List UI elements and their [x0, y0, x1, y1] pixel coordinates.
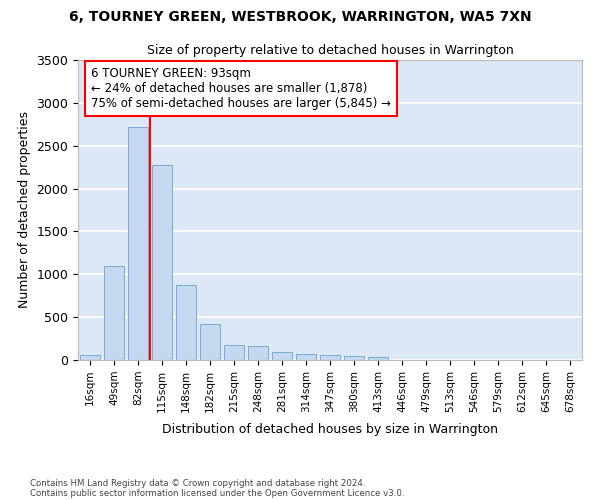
Bar [344, 356, 364, 360]
Bar [368, 358, 388, 360]
Text: Contains HM Land Registry data © Crown copyright and database right 2024.: Contains HM Land Registry data © Crown c… [30, 478, 365, 488]
Bar [248, 346, 268, 360]
Bar [224, 346, 244, 360]
Bar [320, 356, 340, 360]
Bar [152, 164, 172, 360]
Bar [80, 356, 100, 360]
Y-axis label: Number of detached properties: Number of detached properties [18, 112, 31, 308]
Text: 6, TOURNEY GREEN, WESTBROOK, WARRINGTON, WA5 7XN: 6, TOURNEY GREEN, WESTBROOK, WARRINGTON,… [68, 10, 532, 24]
Bar [200, 324, 220, 360]
Bar [176, 284, 196, 360]
Text: 6 TOURNEY GREEN: 93sqm
← 24% of detached houses are smaller (1,878)
75% of semi-: 6 TOURNEY GREEN: 93sqm ← 24% of detached… [91, 67, 391, 110]
Text: Contains public sector information licensed under the Open Government Licence v3: Contains public sector information licen… [30, 488, 404, 498]
Bar [296, 354, 316, 360]
Bar [272, 352, 292, 360]
X-axis label: Distribution of detached houses by size in Warrington: Distribution of detached houses by size … [162, 423, 498, 436]
Bar [104, 266, 124, 360]
Bar [128, 127, 148, 360]
Title: Size of property relative to detached houses in Warrington: Size of property relative to detached ho… [146, 44, 514, 58]
